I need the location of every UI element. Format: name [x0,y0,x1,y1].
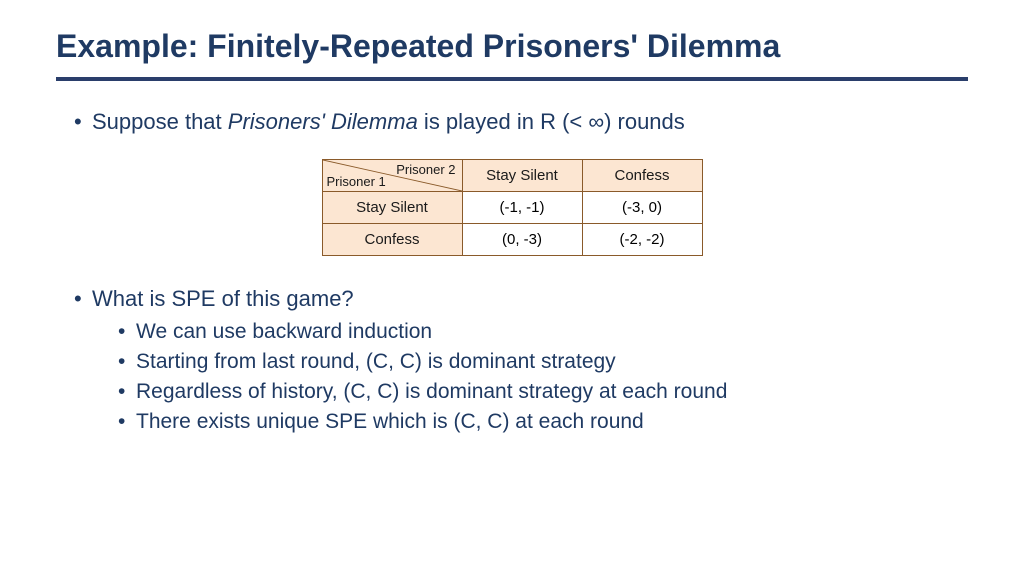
sub-bullet-last-round: Starting from last round, (C, C) is domi… [118,350,968,374]
cell-sc: (-3, 0) [582,192,702,224]
title-divider [56,77,968,81]
bullet-text-em: Prisoners' Dilemma [228,109,418,134]
sub-bullet-unique-spe: There exists unique SPE which is (C, C) … [118,410,968,434]
bullet-spe-question: What is SPE of this game? [74,286,968,312]
col-header-stay-silent: Stay Silent [462,160,582,192]
bullet-text-pre: Suppose that [92,109,228,134]
slide-title: Example: Finitely-Repeated Prisoners' Di… [56,28,968,65]
row-header-stay-silent: Stay Silent [322,192,462,224]
bullet-suppose: Suppose that Prisoners' Dilemma is playe… [74,109,968,135]
sub-bullet-regardless: Regardless of history, (C, C) is dominan… [118,380,968,404]
col-header-confess: Confess [582,160,702,192]
row-header-confess: Confess [322,224,462,256]
corner-label-bottom: Prisoner 1 [327,174,386,189]
bullet-text-post: is played in R (< ∞) rounds [418,109,685,134]
cell-cc: (-2, -2) [582,224,702,256]
table-corner: Prisoner 2 Prisoner 1 [322,160,462,192]
cell-ss: (-1, -1) [462,192,582,224]
corner-label-top: Prisoner 2 [396,162,455,177]
sub-bullet-backward: We can use backward induction [118,320,968,344]
cell-cs: (0, -3) [462,224,582,256]
payoff-table-wrap: Prisoner 2 Prisoner 1 Stay Silent Confes… [56,159,968,256]
payoff-table: Prisoner 2 Prisoner 1 Stay Silent Confes… [322,159,703,256]
